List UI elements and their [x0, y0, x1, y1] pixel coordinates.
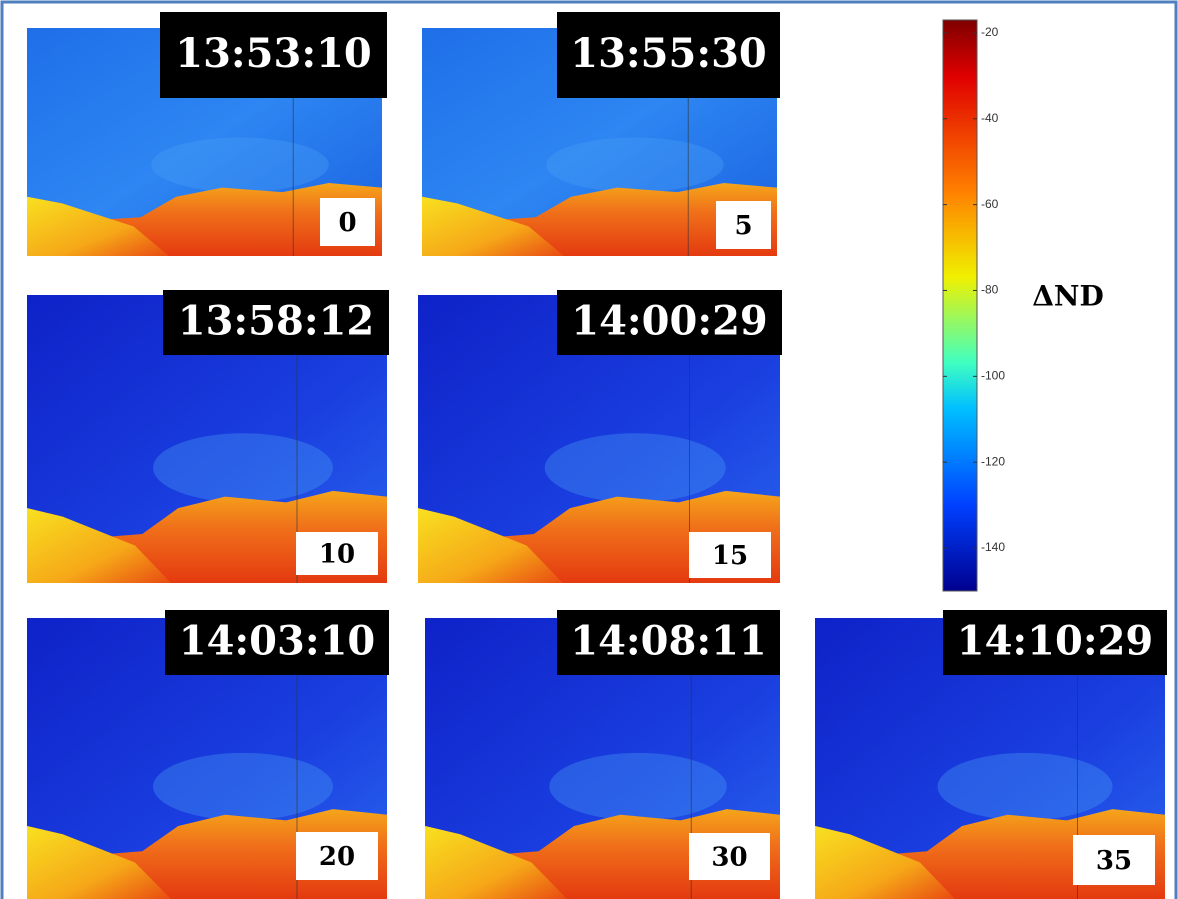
number-label: 15: [712, 541, 748, 571]
tick-label: -40: [981, 111, 999, 125]
plume: [151, 137, 329, 192]
number-label: 0: [338, 208, 356, 238]
time-label: 14:00:29: [571, 298, 768, 345]
plume: [549, 753, 727, 820]
number-label: 35: [1096, 846, 1132, 876]
tick-label: -60: [981, 197, 999, 211]
panel: 14:08:11 30: [425, 610, 780, 899]
colorbar: [943, 20, 977, 591]
panel: 14:10:29 35: [815, 610, 1167, 899]
plume: [153, 753, 333, 820]
colorbar-label: ΔND: [1032, 280, 1104, 313]
time-label: 13:58:12: [178, 298, 375, 345]
panel: 14:00:29 15: [418, 290, 782, 583]
plume: [546, 137, 724, 192]
time-label: 13:53:10: [175, 30, 372, 77]
tick-label: -120: [981, 454, 1005, 468]
time-label: 14:03:10: [179, 618, 376, 665]
number-label: 20: [319, 842, 355, 872]
tick-label: -20: [981, 25, 999, 39]
time-label: 14:08:11: [570, 618, 767, 665]
number-label: 5: [734, 211, 752, 241]
time-label: 13:55:30: [570, 30, 767, 77]
plume: [545, 433, 726, 502]
plume: [153, 433, 333, 502]
tick-label: -100: [981, 369, 1005, 383]
panel: 13:58:12 10: [27, 290, 389, 583]
number-label: 30: [711, 843, 747, 873]
tick-label: -80: [981, 283, 999, 297]
figure: ΔND 13:53:10 0 13:55:30 5 13:58:12 10 14:00:29…: [0, 0, 1178, 899]
panel: 13:55:30 5: [422, 12, 780, 256]
plume: [938, 753, 1113, 820]
panel: 13:53:10 0: [27, 12, 387, 256]
number-label: 10: [319, 540, 355, 570]
time-label: 14:10:29: [957, 618, 1154, 665]
panel: 14:03:10 20: [27, 610, 389, 899]
tick-label: -140: [981, 540, 1005, 554]
